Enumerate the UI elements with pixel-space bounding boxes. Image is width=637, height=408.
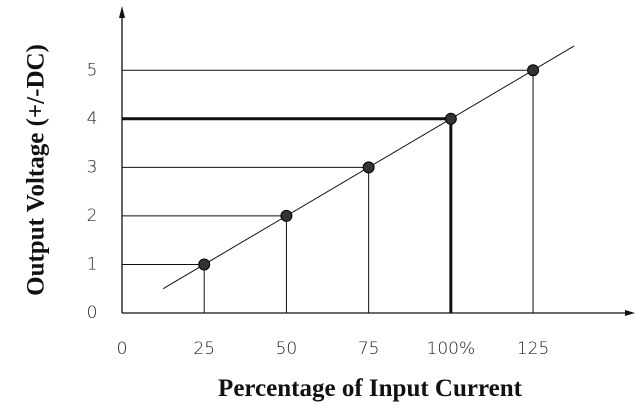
data-point [527,64,540,77]
x-axis-arrow [625,310,635,316]
data-point [362,161,375,174]
y-tick-label: 0 [87,303,98,323]
data-point [444,112,457,125]
y-axis-label: Output Voltage (+/-DC) [23,44,50,296]
x-tick-label: 75 [358,339,380,359]
y-tick-label: 5 [87,60,98,80]
x-tick-label: 100% [427,339,476,359]
x-tick-label: 0 [117,339,128,359]
x-tick-label: 50 [276,339,298,359]
x-tick-label: 125 [517,339,549,359]
x-axis-label: Percentage of Input Current [218,375,523,402]
y-axis-arrow [119,6,125,18]
x-tick-label: 25 [193,339,215,359]
data-point [198,258,211,271]
y-tick-label: 3 [87,157,98,177]
y-tick-label: 1 [87,254,98,274]
data-point [280,209,293,222]
y-tick-label: 2 [87,206,98,226]
y-tick-label: 4 [87,109,98,129]
